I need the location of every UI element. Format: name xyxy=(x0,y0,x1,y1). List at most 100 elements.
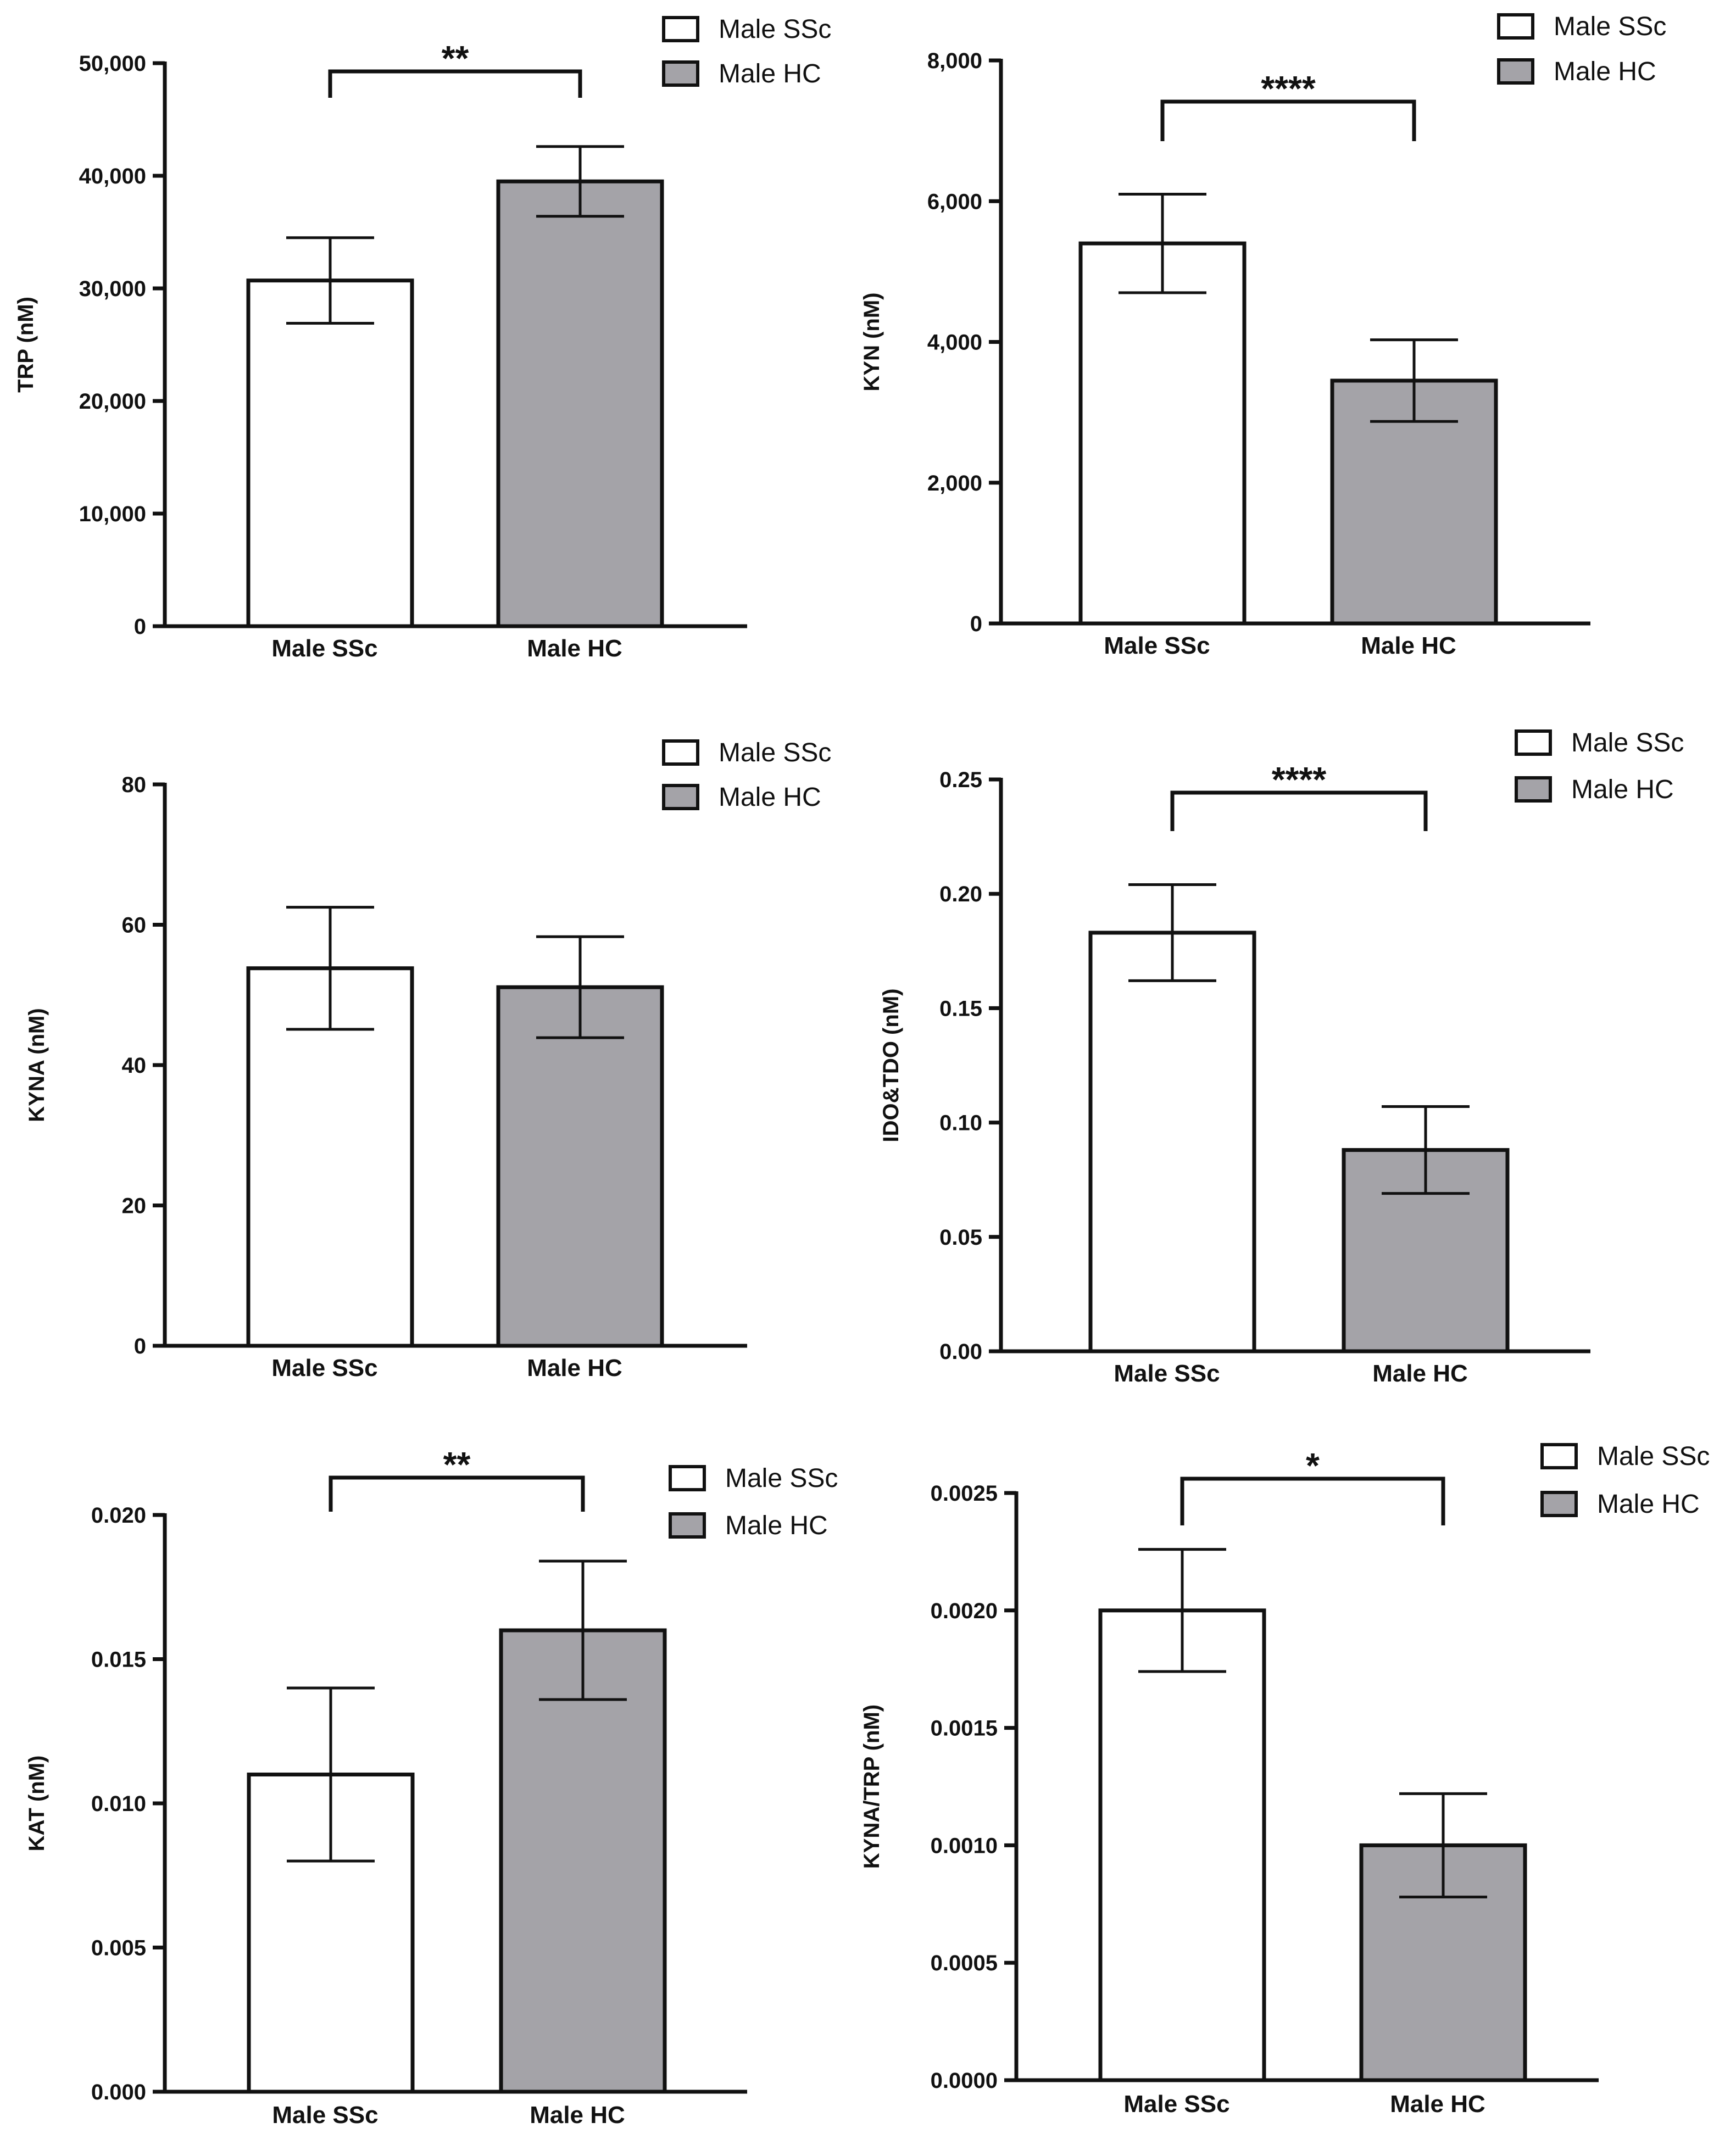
category-label: Male HC xyxy=(527,635,622,662)
y-tick-label: 0.0010 xyxy=(931,1834,998,1858)
y-axis-label: KYNA (nM) xyxy=(25,1008,49,1122)
legend-label: Male SSc xyxy=(719,15,831,44)
y-tick-label: 0.00 xyxy=(939,1340,982,1364)
legend-swatch xyxy=(1497,13,1534,40)
y-tick-label: 20,000 xyxy=(79,389,146,414)
y-axis-label: KYN (nM) xyxy=(860,293,884,392)
significance-bracket xyxy=(1180,1477,1445,1525)
significance-bracket xyxy=(328,69,582,98)
bar-male-hc xyxy=(496,179,664,628)
y-tick-label: 4,000 xyxy=(927,331,982,355)
y-axis-label: IDO&TDO (nM) xyxy=(879,989,903,1143)
y-tick-label: 0 xyxy=(134,615,146,639)
legend-label: Male SSc xyxy=(725,1464,838,1493)
category-label: Male HC xyxy=(1361,632,1456,659)
y-tick-label: 0.015 xyxy=(91,1648,146,1672)
significance-marker: * xyxy=(1306,1446,1320,1485)
y-tick-label: 0.005 xyxy=(91,1936,146,1960)
y-tick-label: 6,000 xyxy=(927,190,982,214)
chart-panel-6: 0.0000 0.0005 0.0010 0.0015 0.0020 0.0025 KYNA… xyxy=(860,1442,1710,2118)
chart-panel-2: 0 2,000 4,000 6,000 8,000 KYN (nM) Male SSc Mal… xyxy=(860,12,1666,659)
y-tick-label: 0 xyxy=(970,612,982,636)
significance-marker: ** xyxy=(442,38,469,78)
chart-panel-5: 0.000 0.005 0.010 0.015 0.020 KAT (nM) Male SS… xyxy=(25,1445,838,2129)
category-label: Male HC xyxy=(527,1355,622,1381)
y-tick-label: 30,000 xyxy=(79,277,146,301)
significance-bracket xyxy=(1170,790,1428,831)
y-tick-label: 0.20 xyxy=(939,882,982,906)
y-tick-label: 0.000 xyxy=(91,2080,146,2104)
chart-panel-4: 0.00 0.05 0.10 0.15 0.20 0.25 IDO&TDO (nM) Male… xyxy=(879,728,1684,1387)
legend-label: Male HC xyxy=(725,1511,828,1540)
legend-label: Male HC xyxy=(1554,57,1656,86)
legend-label: Male HC xyxy=(1597,1490,1700,1519)
y-tick-label: 0.0005 xyxy=(931,1951,998,1975)
significance-bracket xyxy=(329,1475,585,1512)
legend-swatch xyxy=(1515,729,1552,756)
y-tick-label: 20 xyxy=(122,1194,147,1218)
legend-swatch xyxy=(1515,776,1552,803)
bar-male-hc xyxy=(499,1628,667,2094)
category-label: Male SSc xyxy=(271,1355,377,1381)
legend-label: Male SSc xyxy=(1597,1442,1710,1471)
category-label: Male SSc xyxy=(1114,1360,1220,1387)
y-tick-label: 0 xyxy=(134,1334,146,1358)
y-tick-label: 0.15 xyxy=(939,996,982,1021)
y-tick-label: 0.25 xyxy=(939,768,982,792)
category-label: Male SSc xyxy=(1123,2091,1229,2118)
y-tick-label: 40 xyxy=(122,1054,147,1078)
bar-male-ssc xyxy=(246,966,414,1348)
category-label: Male SSc xyxy=(1104,632,1210,659)
significance-marker: **** xyxy=(1261,69,1316,108)
legend-swatch xyxy=(1497,58,1534,85)
legend-label: Male SSc xyxy=(1571,728,1684,757)
y-tick-label: 0.10 xyxy=(939,1111,982,1135)
y-tick-label: 0.010 xyxy=(91,1792,146,1816)
significance-marker: ** xyxy=(443,1445,471,1484)
y-tick-label: 40,000 xyxy=(79,164,146,188)
legend-swatch xyxy=(1540,1443,1578,1469)
legend-swatch xyxy=(1540,1491,1578,1517)
bar-male-hc xyxy=(496,985,664,1348)
y-axis-label: TRP (nM) xyxy=(14,297,38,393)
category-label: Male HC xyxy=(1372,1360,1468,1387)
y-tick-label: 0.0015 xyxy=(931,1717,998,1741)
legend-swatch xyxy=(669,1512,706,1539)
legend-swatch xyxy=(662,739,699,766)
y-tick-label: 10,000 xyxy=(79,502,146,526)
category-label: Male HC xyxy=(530,2102,625,2129)
bar-male-ssc xyxy=(1088,931,1256,1353)
category-label: Male SSc xyxy=(271,635,377,662)
y-tick-label: 0.0020 xyxy=(931,1599,998,1623)
legend-swatch xyxy=(662,784,699,810)
y-tick-label: 8,000 xyxy=(927,49,982,73)
bar-male-ssc xyxy=(246,278,414,628)
y-tick-label: 0.020 xyxy=(91,1503,146,1528)
category-label: Male SSc xyxy=(272,2102,378,2129)
significance-marker: **** xyxy=(1272,760,1327,799)
significance-bracket xyxy=(1160,99,1416,141)
y-tick-label: 80 xyxy=(122,773,147,797)
legend-swatch xyxy=(662,60,699,87)
legend-label: Male HC xyxy=(719,783,821,812)
bar-male-ssc xyxy=(1078,241,1247,626)
chart-panel-3: 0 20 40 60 80 KYNA (nM) Male SSc Male HC Male SS… xyxy=(25,738,831,1381)
legend-swatch xyxy=(662,16,699,42)
y-axis-label: KAT (nM) xyxy=(25,1756,49,1852)
legend-label: Male SSc xyxy=(719,738,831,767)
y-axis-label: KYNA/TRP (nM) xyxy=(860,1704,884,1869)
y-tick-label: 0.0025 xyxy=(931,1481,998,1506)
legend-label: Male HC xyxy=(1571,775,1674,804)
y-tick-label: 60 xyxy=(122,913,147,938)
category-label: Male HC xyxy=(1390,2091,1485,2118)
chart-panel-1: 0 10,000 20,000 30,000 40,000 50,000 TRP (nM) M… xyxy=(14,15,831,662)
legend-swatch xyxy=(669,1465,706,1491)
legend-label: Male HC xyxy=(719,59,821,88)
y-tick-label: 50,000 xyxy=(79,52,146,76)
y-tick-label: 0.0000 xyxy=(931,2069,998,2093)
y-tick-label: 0.05 xyxy=(939,1225,982,1250)
legend-label: Male SSc xyxy=(1554,12,1666,41)
y-tick-label: 2,000 xyxy=(927,471,982,495)
bar-male-ssc xyxy=(1098,1608,1266,2082)
